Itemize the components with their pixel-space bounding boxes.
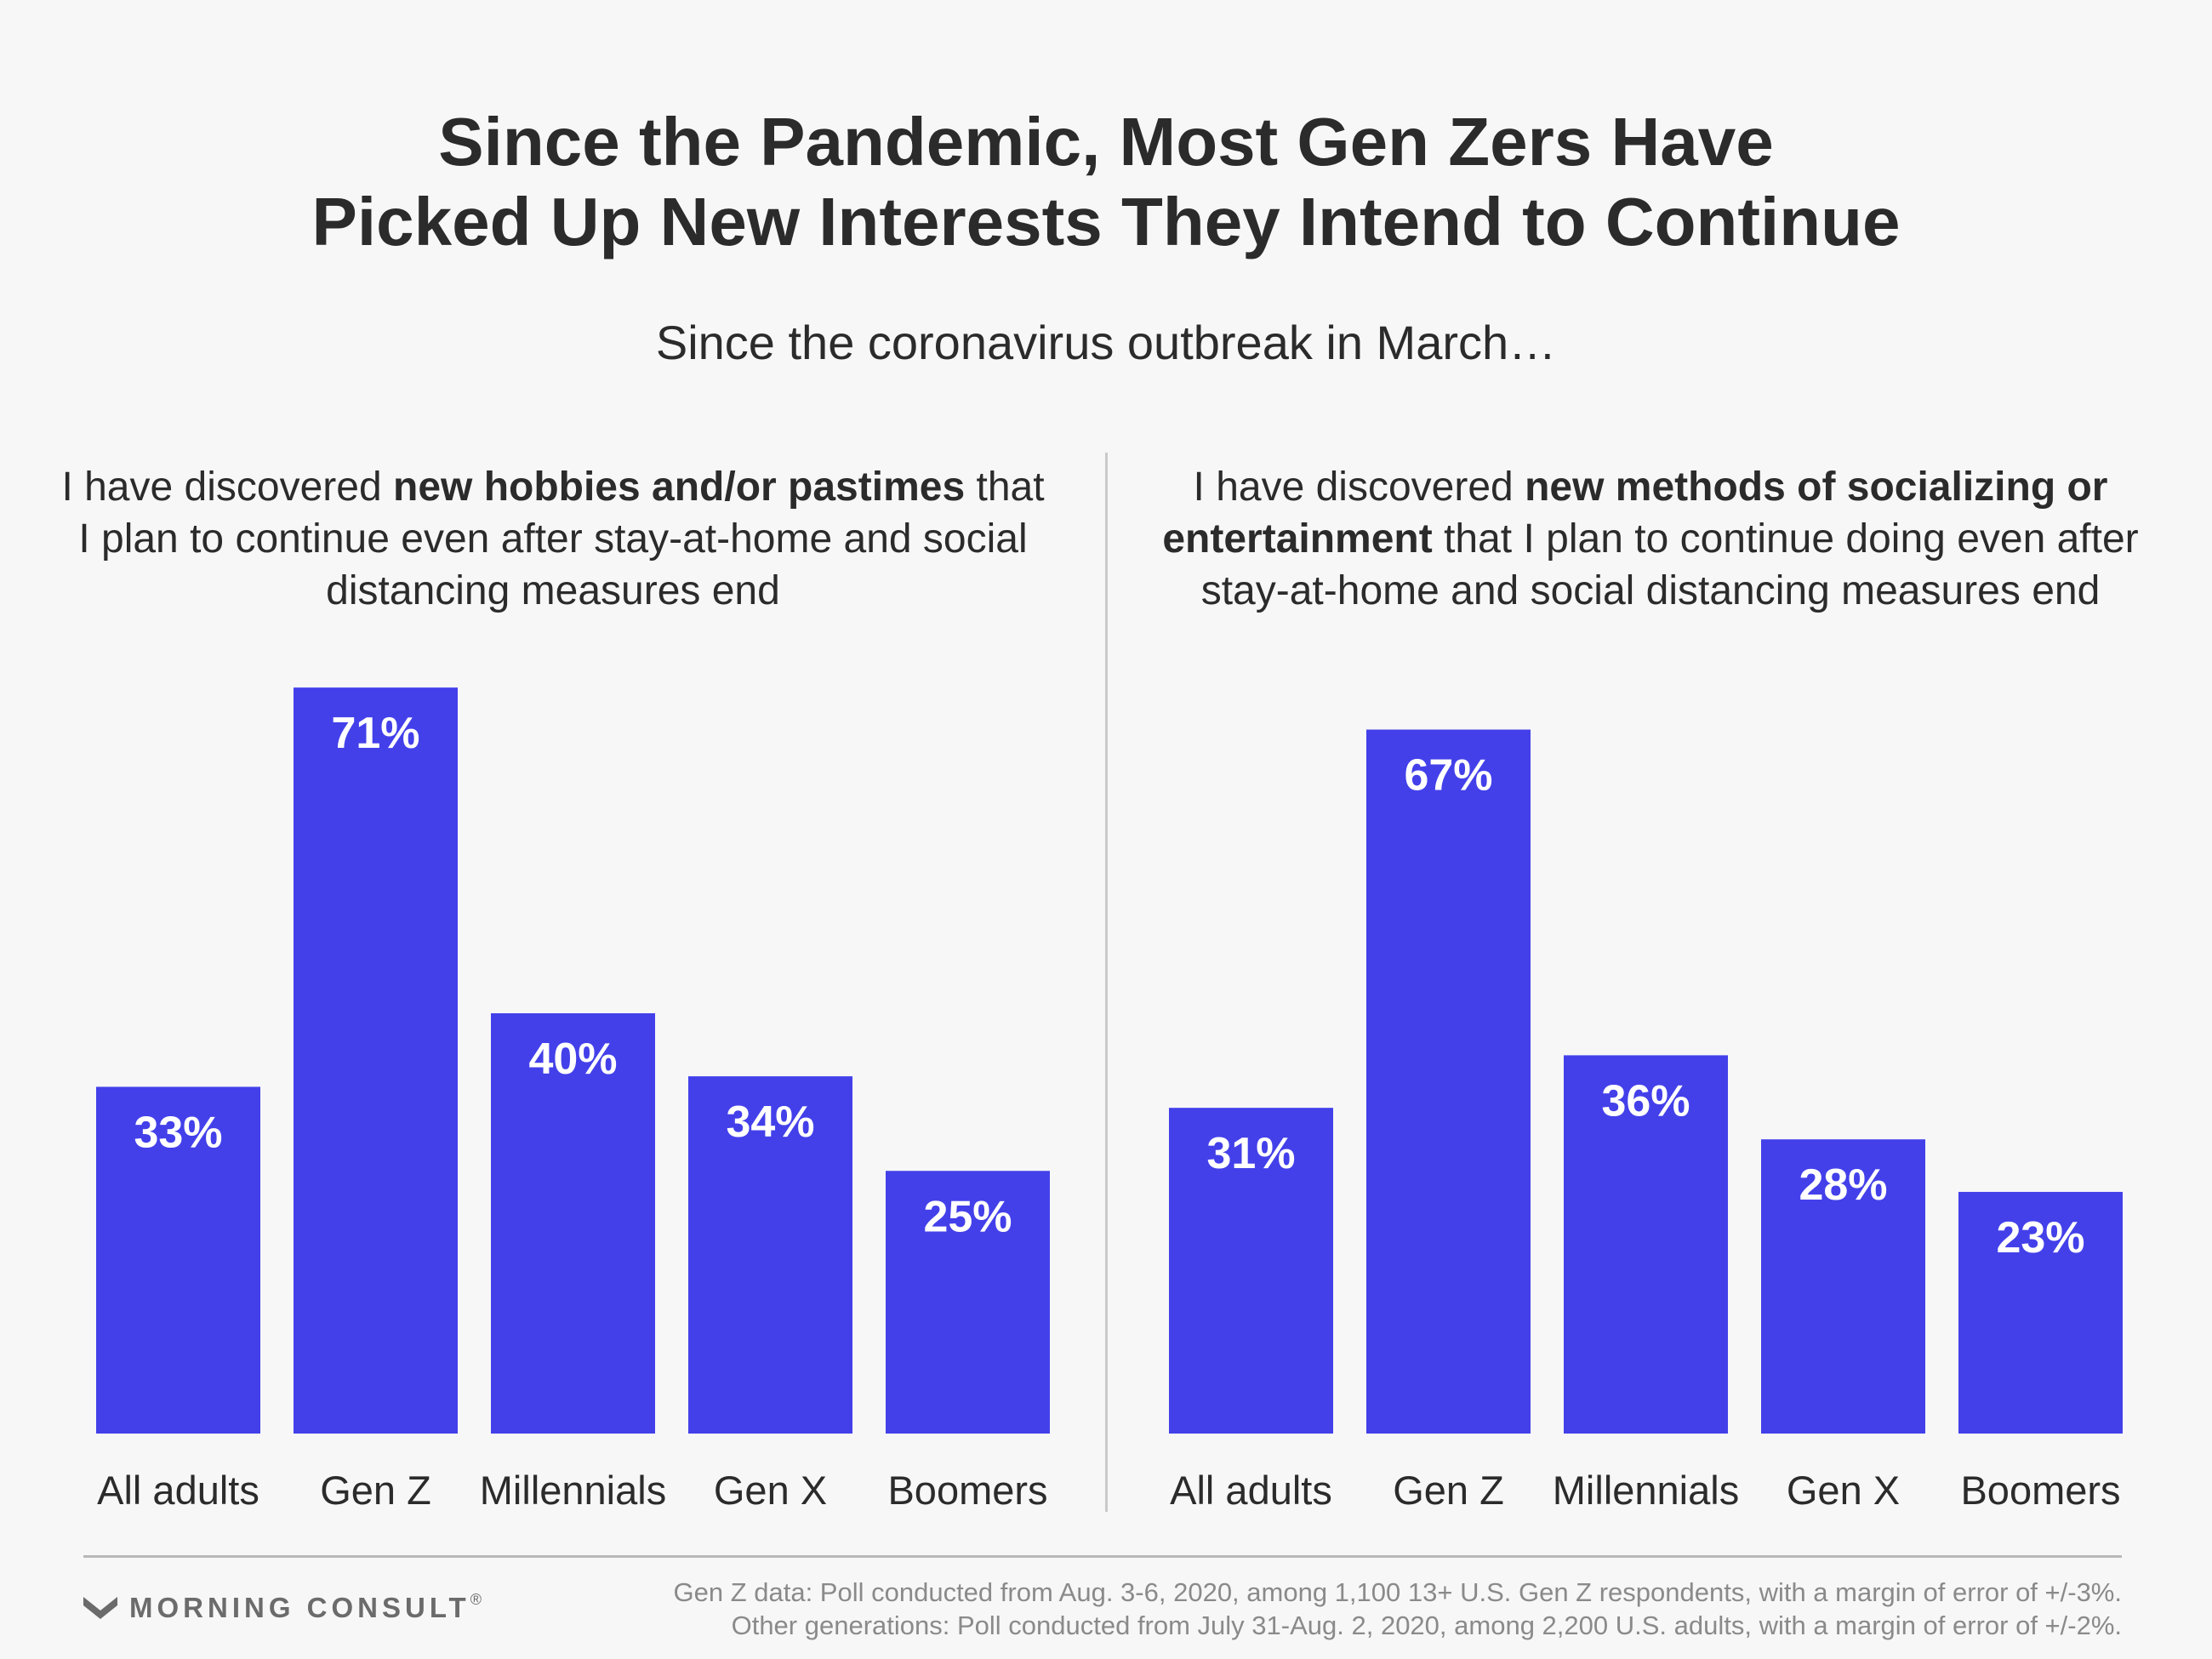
logo-registered-mark: ® bbox=[470, 1591, 482, 1608]
left-category-label-all-adults: All adults bbox=[97, 1468, 259, 1513]
right-value-label-all-adults: 31% bbox=[1206, 1129, 1295, 1178]
left-value-label-boomers: 25% bbox=[923, 1192, 1012, 1241]
right-category-label-boomers: Boomers bbox=[1960, 1468, 2120, 1513]
right-bar-gen-x bbox=[1761, 1139, 1925, 1434]
right-bar-boomers bbox=[1958, 1191, 2123, 1434]
right-category-label-gen-z: Gen Z bbox=[1393, 1468, 1504, 1513]
left-bar-gen-x bbox=[688, 1076, 852, 1434]
chart-title-line-1: Since the Pandemic, Most Gen Zers Have bbox=[438, 104, 1774, 180]
morning-consult-logo: MORNING CONSULT ® bbox=[83, 1589, 482, 1627]
right-question-pre: I have discovered bbox=[1193, 465, 1525, 510]
left-panel-question: I have discovered new hobbies and/or pas… bbox=[60, 461, 1046, 617]
right-bar-gen-z bbox=[1366, 729, 1531, 1434]
right-bar-millennials bbox=[1564, 1055, 1728, 1434]
left-value-label-gen-z: 71% bbox=[331, 709, 419, 758]
left-category-label-millennials: Millennials bbox=[480, 1468, 666, 1513]
chart-title-line-2: Picked Up New Interests They Intend to C… bbox=[311, 184, 1901, 259]
left-question-pre: I have discovered bbox=[61, 465, 393, 510]
left-bar-boomers bbox=[886, 1171, 1050, 1434]
right-question-post: that I plan to continue doing even after… bbox=[1200, 516, 2139, 613]
right-category-label-all-adults: All adults bbox=[1170, 1468, 1332, 1513]
left-category-label-gen-z: Gen Z bbox=[320, 1468, 431, 1513]
logo-m-icon bbox=[83, 1597, 117, 1619]
right-value-label-boomers: 23% bbox=[1996, 1213, 2084, 1263]
left-category-label-boomers: Boomers bbox=[887, 1468, 1047, 1513]
source-note-line-1: Gen Z data: Poll conducted from Aug. 3-6… bbox=[673, 1577, 2122, 1607]
panel-divider bbox=[1105, 453, 1108, 1512]
footer-divider bbox=[83, 1555, 2122, 1558]
left-bar-all-adults bbox=[96, 1086, 260, 1434]
right-value-label-gen-z: 67% bbox=[1404, 751, 1492, 801]
right-value-label-gen-x: 28% bbox=[1799, 1160, 1887, 1210]
right-value-label-millennials: 36% bbox=[1601, 1076, 1690, 1126]
left-value-label-all-adults: 33% bbox=[134, 1108, 222, 1157]
logo-text: MORNING CONSULT bbox=[129, 1592, 470, 1623]
left-value-label-millennials: 40% bbox=[528, 1035, 617, 1084]
right-question-bold: new methods of socializing or entertainm… bbox=[1162, 465, 2108, 562]
source-note: Gen Z data: Poll conducted from Aug. 3-6… bbox=[673, 1576, 2122, 1642]
chart-title: Since the Pandemic, Most Gen Zers Have P… bbox=[0, 102, 2212, 262]
left-value-label-gen-x: 34% bbox=[726, 1097, 814, 1147]
left-bar-gen-z bbox=[294, 687, 458, 1434]
left-question-bold: new hobbies and/or pastimes bbox=[393, 465, 966, 510]
left-question-post: that I plan to continue even after stay-… bbox=[78, 465, 1045, 613]
source-note-line-2: Other generations: Poll conducted from J… bbox=[731, 1611, 2122, 1640]
right-panel-question: I have discovered new methods of sociali… bbox=[1140, 461, 2161, 617]
left-category-label-gen-x: Gen X bbox=[714, 1468, 827, 1513]
left-bar-millennials bbox=[491, 1013, 655, 1434]
right-category-label-gen-x: Gen X bbox=[1787, 1468, 1900, 1513]
right-category-label-millennials: Millennials bbox=[1553, 1468, 1739, 1513]
right-bar-all-adults bbox=[1169, 1108, 1333, 1434]
chart-subtitle: Since the coronavirus outbreak in March… bbox=[655, 316, 1557, 369]
